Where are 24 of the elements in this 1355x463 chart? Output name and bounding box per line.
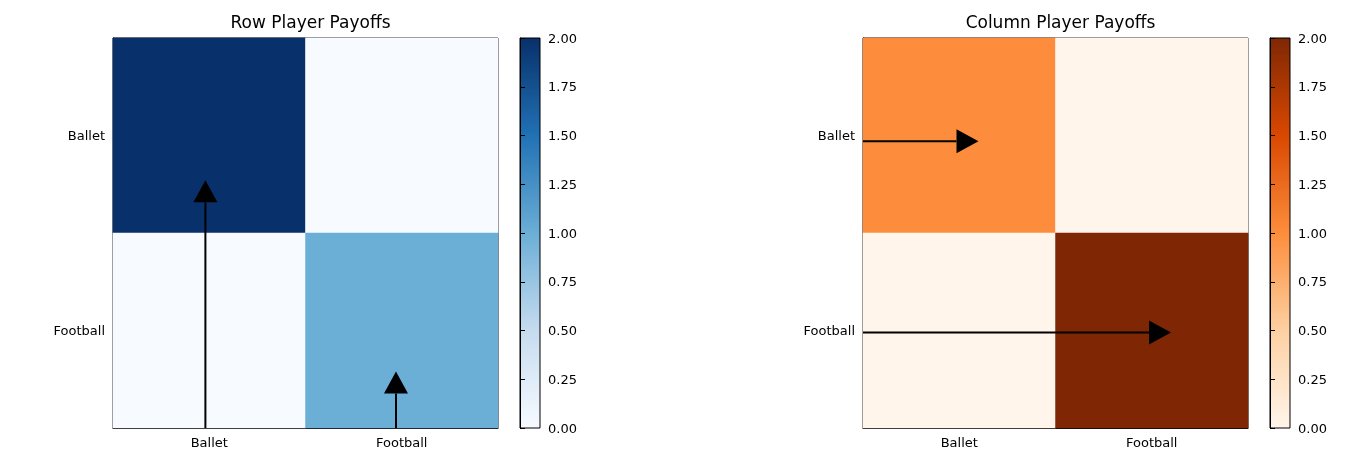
color-bar-label: 1.00 [548, 225, 577, 241]
chart-title: Column Player Payoffs [965, 11, 1156, 32]
x-tick-label: Football [376, 435, 428, 450]
x-tick-label: Ballet [190, 435, 228, 450]
color-bar-label: 1.50 [1298, 128, 1327, 143]
color-bar-label: 0.75 [1298, 274, 1327, 290]
chart-title: Row Player Payoffs [230, 11, 391, 32]
color-bar-label: 0.50 [548, 323, 577, 338]
color-bar-label: 0.75 [548, 274, 577, 290]
color-bar-label: 1.50 [548, 128, 577, 143]
color-bar-label: 1.25 [548, 176, 577, 192]
color-bar-label: 0.00 [1298, 420, 1327, 436]
color-bar-label: 0.50 [1298, 323, 1327, 338]
color-bar-label: 0.25 [548, 371, 577, 387]
color-bar-label: 0.25 [1298, 371, 1327, 387]
color-bar-label: 1.75 [1298, 79, 1327, 95]
color-bar-label: 1.25 [1298, 176, 1327, 192]
x-tick-label: Ballet [940, 435, 978, 450]
x-tick-label: Football [1126, 435, 1178, 450]
color-bar-label: 2.00 [548, 30, 577, 46]
color-bar-label: 1.75 [548, 79, 577, 95]
color-bar-label: 0.00 [548, 420, 577, 436]
color-bar-label: 1.00 [1298, 225, 1327, 241]
color-bar-label: 2.00 [1298, 30, 1327, 46]
